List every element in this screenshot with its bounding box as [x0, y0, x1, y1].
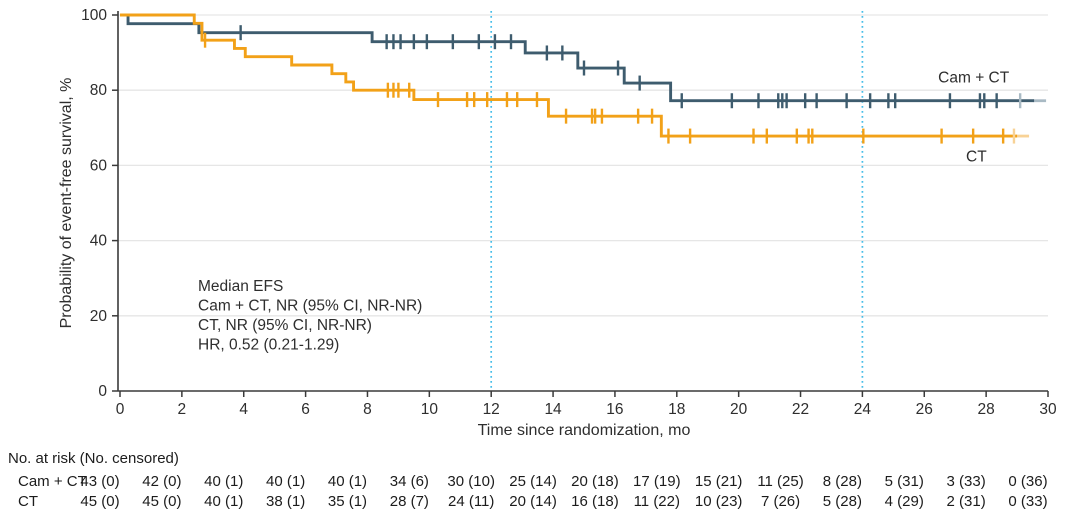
- gridlines: [118, 14, 1048, 317]
- risk-table-cell: 10 (23): [695, 493, 743, 510]
- y-axis-title: Probability of event-free survival, %: [58, 78, 75, 329]
- risk-table-header: No. at risk (No. censored): [8, 450, 179, 467]
- series-ct: CT: [120, 13, 1030, 166]
- annotation-line-4: HR, 0.52 (0.21-1.29): [198, 337, 339, 354]
- y-tick-label-40: 40: [90, 233, 108, 250]
- risk-table-cell: 11 (22): [634, 493, 680, 510]
- risk-table-cell: 35 (1): [328, 493, 367, 510]
- risk-table-cell: 0 (33): [1008, 493, 1047, 510]
- x-tick-label-2: 2: [178, 401, 187, 418]
- x-tick-label-28: 28: [978, 401, 995, 418]
- x-tick-label-18: 18: [668, 401, 685, 418]
- x-tick-label-0: 0: [116, 401, 125, 418]
- risk-table-cell: 0 (36): [1008, 473, 1047, 490]
- risk-table-cell: 2 (31): [947, 493, 986, 510]
- x-tick-label-24: 24: [854, 401, 872, 418]
- x-tick-label-30: 30: [1039, 401, 1057, 418]
- risk-table-cell: 20 (18): [571, 473, 619, 490]
- risk-table-cell: 45 (0): [142, 493, 181, 510]
- risk-table-cell: 40 (1): [328, 473, 367, 490]
- y-tick-label-60: 60: [90, 157, 108, 174]
- risk-table-cell: 28 (7): [390, 493, 429, 510]
- annotation-line-2: Cam + CT, NR (95% CI, NR-NR): [198, 298, 422, 315]
- risk-table-cell: 40 (1): [204, 493, 243, 510]
- risk-table-cell: 11 (25): [757, 473, 803, 490]
- risk-table-cell: 20 (14): [509, 493, 557, 510]
- risk-table-cell: 4 (29): [885, 493, 924, 510]
- x-tick-label-10: 10: [421, 401, 439, 418]
- annotation-line-3: CT, NR (95% CI, NR-NR): [198, 317, 372, 334]
- risk-table-cell: 30 (10): [447, 473, 495, 490]
- x-tick-label-14: 14: [544, 401, 562, 418]
- risk-table-row-label-ct: CT: [18, 493, 38, 510]
- curve-label-ct: CT: [966, 149, 987, 166]
- risk-table-cell: 43 (0): [80, 473, 119, 490]
- x-tick-label-12: 12: [483, 401, 500, 418]
- km-curve: [120, 13, 1035, 103]
- x-tick-label-4: 4: [239, 401, 248, 418]
- y-tick-label-80: 80: [90, 82, 108, 99]
- x-axis-title: Time since randomization, mo: [478, 422, 691, 439]
- risk-table-cell: 38 (1): [266, 493, 305, 510]
- risk-table-cell: 16 (18): [571, 493, 619, 510]
- annotation-median-efs: Median EFS Cam + CT, NR (95% CI, NR-NR) CT…: [198, 278, 422, 354]
- risk-table-row-label-cam-ct: Cam + CT: [18, 473, 87, 490]
- annotation-line-1: Median EFS: [198, 278, 283, 295]
- x-tick-label-16: 16: [606, 401, 623, 418]
- x-tick-label-20: 20: [730, 401, 748, 418]
- risk-table-cell: 5 (28): [823, 493, 862, 510]
- risk-table-cell: 7 (26): [761, 493, 800, 510]
- risk-table-cell: 15 (21): [695, 473, 743, 490]
- risk-table-cell: 25 (14): [509, 473, 557, 490]
- x-tick-label-6: 6: [301, 401, 310, 418]
- risk-table-cell: 5 (31): [885, 473, 924, 490]
- reference-lines: [490, 11, 864, 391]
- series-cam-ct: Cam + CT: [120, 13, 1047, 109]
- risk-table-cell: 34 (6): [390, 473, 429, 490]
- risk-table-cell: 40 (1): [266, 473, 305, 490]
- risk-table-cell: 3 (33): [947, 473, 986, 490]
- axes: 0 2 4 6 8 10 12 14 16 18 20 22 24 26 28 30020406080100T…: [58, 7, 1057, 439]
- km-curve: [120, 13, 1018, 138]
- x-tick-label-8: 8: [363, 401, 372, 418]
- x-tick-label-22: 22: [792, 401, 809, 418]
- risk-table-cell: 8 (28): [823, 473, 862, 490]
- risk-table-cell: 40 (1): [204, 473, 243, 490]
- risk-table-cell: 45 (0): [80, 493, 119, 510]
- risk-table-cell: 17 (19): [633, 473, 681, 490]
- risk-table-cell: 42 (0): [142, 473, 181, 490]
- y-tick-label-0: 0: [98, 383, 107, 400]
- risk-table-cell: 24 (11): [448, 493, 494, 510]
- curve-label-cam-ct: Cam + CT: [938, 70, 1010, 87]
- y-tick-label-20: 20: [90, 308, 108, 325]
- y-tick-label-100: 100: [81, 7, 107, 24]
- x-tick-label-26: 26: [916, 401, 933, 418]
